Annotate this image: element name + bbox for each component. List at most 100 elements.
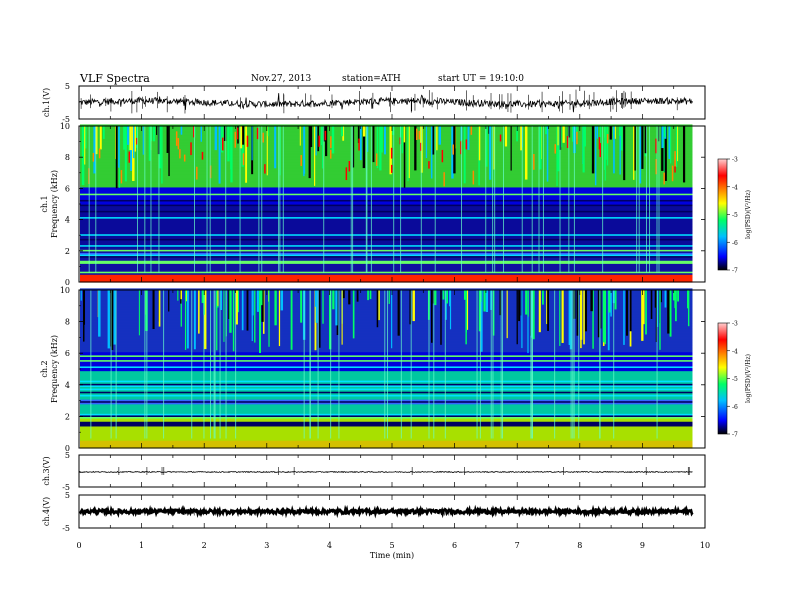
spectrogram-streak [152,126,156,142]
spectrogram-hotspot [416,128,418,141]
spectrogram-band [80,160,693,163]
spectrogram-streak [118,126,120,168]
spectrogram-hotspot [242,153,245,166]
spectrogram-streak [599,126,602,158]
spectrogram-streak [620,126,623,151]
spectrogram-streak [504,126,508,147]
spectrogram-streak [590,290,593,312]
spectrogram-band [80,294,693,297]
channel-label: ch.1 [40,195,49,212]
spectrogram-streak [483,290,486,312]
spectrogram-hotspot [262,132,264,143]
spectrogram-streak [449,290,451,307]
spectrogram-streak [445,290,447,320]
spectrogram-streak [239,126,243,149]
spectrogram-streak [478,290,481,332]
spectrogram-band [80,213,693,216]
spectrogram-streak [251,290,253,342]
waveform-trace [78,504,694,519]
x-tick-label: 9 [640,541,645,550]
x-tick-label: 6 [452,541,457,550]
spectrogram-spike [502,290,504,439]
spectrogram-band [80,196,693,199]
y-tick-label: 5 [65,491,70,500]
spectrogram-streak [532,290,535,340]
spectrogram-streak [315,126,317,156]
spectrogram-streak [152,290,155,330]
x-tick-label: 3 [264,541,269,550]
spectrogram-band [80,305,693,308]
spectrogram-streak [323,126,326,142]
spectrogram-band [80,321,693,324]
x-axis-label: Time (min) [370,551,414,560]
spectrogram-band [80,389,693,392]
spectrogram-spike [88,126,90,273]
spectrogram-band [80,199,693,202]
spectrogram-band [80,419,693,422]
spectrogram-band [80,361,693,364]
spectrogram-band [80,433,693,436]
colorbar-tick-label: -6 [732,240,738,247]
spectrogram-streak [356,290,359,302]
spectrogram-streak [291,290,293,335]
spectrogram-hotspot [190,142,192,156]
spectrogram-streak [134,126,137,152]
spectrogram-streak [102,126,105,139]
spectrogram-streak [561,290,564,343]
spectrogram-band [80,348,693,351]
y-tick-label: 2 [65,412,70,421]
y-axis-label: ch.2Frequency (kHz) [40,335,59,403]
spectrogram-hotspot [358,138,360,151]
spectrogram-spike [370,126,372,273]
spectrogram-band [80,175,693,179]
spectrogram-streak [229,290,232,333]
spectrogram-spike [225,126,227,273]
spectrogram-spike [492,126,494,273]
spectrogram-streak [200,126,203,142]
spectrogram-band [80,155,693,158]
spectrogram-streak [180,290,182,300]
spectrogram-streak [485,126,488,167]
spectrogram-band [80,186,693,189]
panel-5 [78,494,706,529]
spectrogram-streak [687,290,689,309]
spectrogram-spike [303,290,305,439]
spectrogram-band [80,130,693,133]
spectrogram-spike [568,126,570,273]
spectrogram-streak [245,126,248,183]
spectrogram-band [80,152,693,155]
spectrogram-streak [322,290,324,324]
spectrogram-spike [239,126,241,273]
spectrogram-streak [607,290,610,351]
spectrogram-streak [605,126,607,160]
spectrogram-band [80,132,693,135]
spectrogram-streak [634,126,636,171]
spectrogram-band [80,340,693,343]
spectrogram-spike [95,126,97,273]
spectrogram-spike [163,290,165,439]
spectrogram-streak [342,290,345,299]
spectrogram-streak [557,126,559,146]
spectrogram-streak [642,290,645,325]
spectrogram-streak [412,290,415,322]
spectrogram-band [80,376,693,380]
spectrogram-band [80,316,693,320]
spectrogram-spike [261,126,263,273]
spectrogram-band [80,233,693,236]
spectrogram-band [80,378,693,381]
spectrogram-band [80,230,693,233]
spectrogram-band [80,264,693,267]
spectrogram-spike [570,290,572,439]
spectrogram-streak [259,290,262,354]
spectrogram-streak [180,126,183,135]
spectrogram-streak [280,290,284,311]
spectrogram-band [80,435,693,438]
spectrogram-band [80,421,693,424]
spectrogram-streak [608,290,611,313]
spectrogram-streak [594,126,597,186]
spectrogram-streak [241,126,245,145]
spectrogram-streak [180,290,182,327]
spectrogram-streak [369,290,372,300]
spectrogram-spike [317,290,319,439]
